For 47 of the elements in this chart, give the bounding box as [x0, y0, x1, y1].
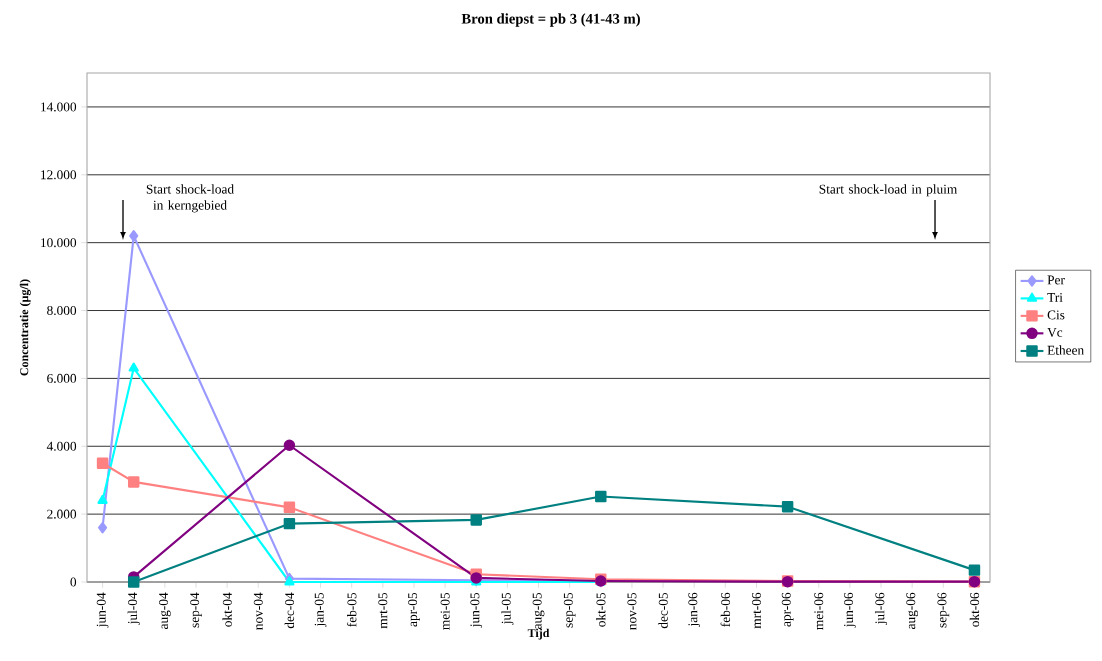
x-tick-label: feb-05: [346, 592, 357, 627]
y-tick-label: 4.000: [46, 441, 77, 451]
x-tick-label: dec-05: [658, 592, 668, 629]
legend-label: Etheen: [1047, 345, 1084, 355]
y-axis-title: Concentratie (µg/l): [19, 279, 31, 376]
y-tick-label: 6.000: [47, 373, 77, 383]
legend-label: Cis: [1047, 310, 1065, 320]
x-tick-label: mei-06: [814, 592, 824, 630]
chart-title: Bron diepst = pb 3 (41-43 m): [461, 13, 640, 27]
x-tick-label: dec-04: [284, 592, 295, 629]
x-tick-label: jan-05: [314, 592, 327, 627]
x-tick-label: nov-05: [627, 592, 637, 630]
x-tick-label: mrt-05: [378, 592, 388, 629]
x-tick-label: apr-06: [781, 592, 794, 627]
x-tick-label: feb-06: [720, 592, 731, 627]
x-tick-label: sep-06: [937, 592, 950, 628]
y-tick-label: 8.000: [47, 306, 77, 316]
legend-label: Tri: [1047, 292, 1063, 302]
x-tick-label: sep-04: [190, 592, 202, 628]
legend-label: Vc: [1047, 327, 1063, 337]
x-tick-label: aug-04: [158, 592, 171, 629]
y-tick-label: 10.000: [41, 238, 77, 248]
x-tick-label: nov-04: [253, 592, 263, 630]
y-tick-label: 14.000: [41, 102, 77, 112]
x-tick-label: okt-06: [969, 592, 980, 627]
y-tick-label: 0: [70, 577, 77, 587]
y-tick-label: 12.000: [41, 170, 77, 180]
x-tick-label: okt-04: [222, 592, 232, 627]
x-tick-label: aug-06: [906, 592, 919, 629]
x-tick-label: mrt-06: [751, 592, 761, 629]
x-tick-label: jul-06: [874, 592, 888, 625]
x-axis-title: Tijd: [527, 628, 550, 640]
x-tick-label: jan-06: [688, 592, 701, 627]
x-tick-label: jun-05: [470, 592, 483, 628]
x-tick-label: sep-05: [563, 592, 576, 628]
annotation: Start shock-load in pluim: [819, 184, 958, 197]
x-tick-label: aug-05: [532, 592, 545, 629]
x-tick-label: jul-04: [127, 592, 140, 625]
y-tick-label: 2.000: [47, 509, 77, 519]
legend-label: Per: [1047, 275, 1065, 285]
x-tick-label: jun-04: [96, 592, 109, 628]
x-tick-label: jul-05: [501, 592, 514, 625]
x-tick-label: okt-05: [596, 592, 606, 627]
x-tick-label: mei-05: [440, 592, 450, 630]
x-tick-label: jun-06: [844, 592, 856, 628]
x-tick-label: apr-05: [408, 592, 420, 627]
annotation: Start shock-load in kerngebied: [146, 184, 234, 213]
